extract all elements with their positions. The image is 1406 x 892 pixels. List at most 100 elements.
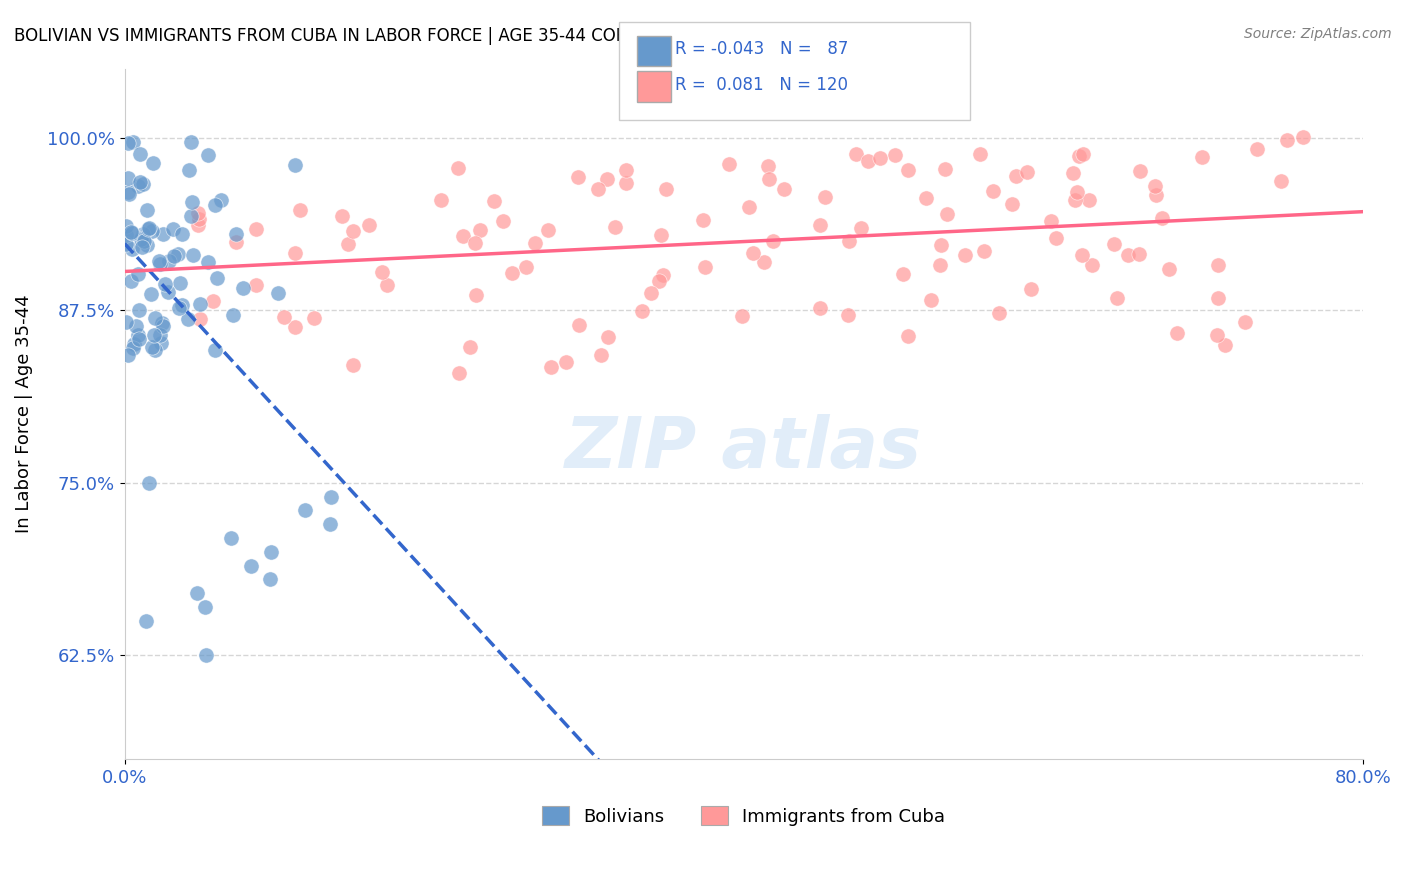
Point	[501, 266, 523, 280]
Point	[934, 161, 956, 176]
Point	[1234, 315, 1257, 329]
Point	[283, 158, 305, 172]
Point	[650, 227, 672, 242]
Point	[127, 267, 149, 281]
Point	[177, 312, 200, 326]
Point	[152, 318, 174, 333]
Point	[319, 517, 342, 532]
Point	[143, 343, 166, 358]
Point	[290, 203, 312, 218]
Point	[136, 222, 159, 236]
Point	[897, 163, 920, 178]
Point	[167, 301, 190, 316]
Point	[758, 171, 780, 186]
Point	[267, 286, 290, 301]
Point	[357, 218, 380, 232]
Point	[187, 205, 209, 219]
Text: R =  0.081   N = 120: R = 0.081 N = 120	[675, 76, 848, 94]
Point	[219, 531, 242, 545]
Point	[654, 182, 676, 196]
Point	[127, 327, 149, 342]
Point	[838, 234, 860, 248]
Legend: Bolivians, Immigrants from Cuba: Bolivians, Immigrants from Cuba	[534, 799, 952, 833]
Point	[245, 222, 267, 236]
Point	[897, 329, 920, 343]
Point	[464, 287, 486, 301]
Point	[245, 277, 267, 292]
Point	[117, 170, 139, 185]
Point	[149, 257, 172, 271]
Point	[167, 246, 190, 260]
Point	[1144, 179, 1167, 194]
Point	[180, 136, 202, 150]
Point	[449, 366, 471, 380]
Point	[936, 207, 959, 221]
Point	[330, 209, 353, 223]
Point	[1001, 197, 1024, 211]
Point	[141, 286, 163, 301]
Point	[858, 153, 880, 168]
Point	[773, 182, 796, 196]
Point	[259, 573, 281, 587]
Point	[603, 220, 626, 235]
Point	[756, 159, 779, 173]
Point	[155, 277, 177, 291]
Point	[222, 308, 245, 322]
Point	[1073, 146, 1095, 161]
Point	[1062, 166, 1084, 180]
Point	[808, 218, 831, 232]
Point	[135, 614, 157, 628]
Text: R = -0.043   N =   87: R = -0.043 N = 87	[675, 40, 848, 58]
Point	[969, 147, 991, 161]
Point	[209, 193, 232, 207]
Point	[891, 267, 914, 281]
Point	[294, 503, 316, 517]
Point	[1039, 214, 1062, 228]
Point	[132, 234, 155, 248]
Point	[156, 285, 179, 300]
Point	[342, 358, 364, 372]
Point	[482, 194, 505, 208]
Point	[464, 235, 486, 250]
Point	[540, 360, 562, 375]
Point	[181, 194, 204, 209]
Text: Source: ZipAtlas.com: Source: ZipAtlas.com	[1244, 27, 1392, 41]
Point	[1077, 193, 1099, 207]
Point	[752, 254, 775, 268]
Point	[717, 156, 740, 170]
Point	[1019, 282, 1042, 296]
Point	[596, 172, 619, 186]
Point	[172, 227, 194, 241]
Point	[1102, 236, 1125, 251]
Point	[692, 213, 714, 227]
Point	[284, 246, 307, 260]
Point	[117, 186, 139, 200]
Point	[179, 162, 201, 177]
Point	[149, 327, 172, 342]
Point	[232, 281, 254, 295]
Point	[588, 182, 610, 196]
Point	[429, 193, 451, 207]
Point	[814, 190, 837, 204]
Point	[138, 475, 160, 490]
Point	[1105, 291, 1128, 305]
Point	[188, 296, 211, 310]
Point	[181, 248, 204, 262]
Point	[1206, 258, 1229, 272]
Point	[188, 212, 211, 227]
Point	[589, 348, 612, 362]
Text: ZIP atlas: ZIP atlas	[565, 414, 922, 483]
Point	[598, 330, 620, 344]
Point	[1144, 188, 1167, 202]
Point	[640, 285, 662, 300]
Point	[342, 224, 364, 238]
Point	[953, 248, 976, 262]
Point	[204, 343, 226, 358]
Point	[186, 586, 208, 600]
Point	[319, 490, 342, 504]
Point	[284, 319, 307, 334]
Point	[194, 600, 217, 615]
Point	[1129, 164, 1152, 178]
Point	[127, 178, 149, 193]
Point	[568, 318, 591, 332]
